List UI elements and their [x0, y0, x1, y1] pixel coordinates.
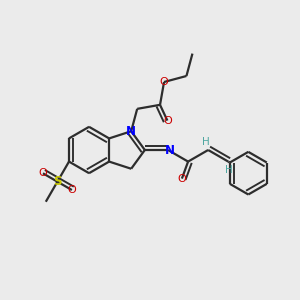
Text: O: O [160, 77, 168, 87]
Text: O: O [68, 185, 76, 195]
Text: N: N [164, 143, 175, 157]
Text: O: O [163, 116, 172, 126]
Text: H: H [202, 137, 210, 147]
Text: O: O [178, 174, 186, 184]
Text: O: O [39, 168, 47, 178]
Text: H: H [225, 165, 233, 175]
Text: S: S [53, 175, 62, 188]
Text: N: N [126, 125, 136, 138]
